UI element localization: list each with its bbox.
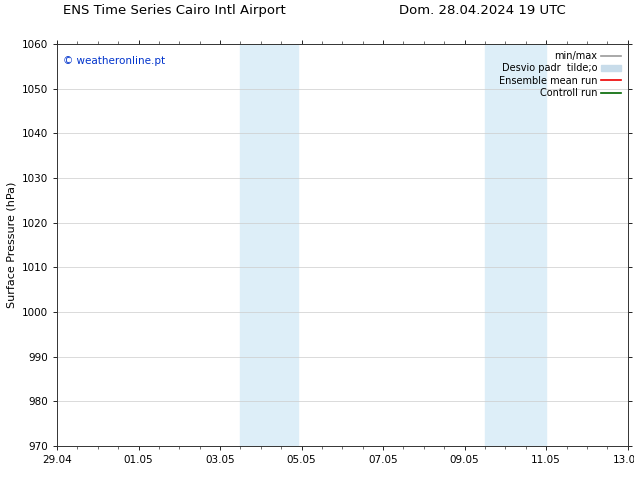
Bar	[269, 44, 297, 446]
Text: Dom. 28.04.2024 19 UTC: Dom. 28.04.2024 19 UTC	[399, 4, 566, 17]
Bar	[514, 44, 546, 446]
Y-axis label: Surface Pressure (hPa): Surface Pressure (hPa)	[6, 182, 16, 308]
Text: ENS Time Series Cairo Intl Airport: ENS Time Series Cairo Intl Airport	[63, 4, 286, 17]
Text: © weatheronline.pt: © weatheronline.pt	[63, 56, 165, 66]
Bar	[240, 44, 269, 446]
Bar	[485, 44, 514, 446]
Legend: min/max, Desvio padr  tilde;o, Ensemble mean run, Controll run: min/max, Desvio padr tilde;o, Ensemble m…	[497, 49, 623, 100]
